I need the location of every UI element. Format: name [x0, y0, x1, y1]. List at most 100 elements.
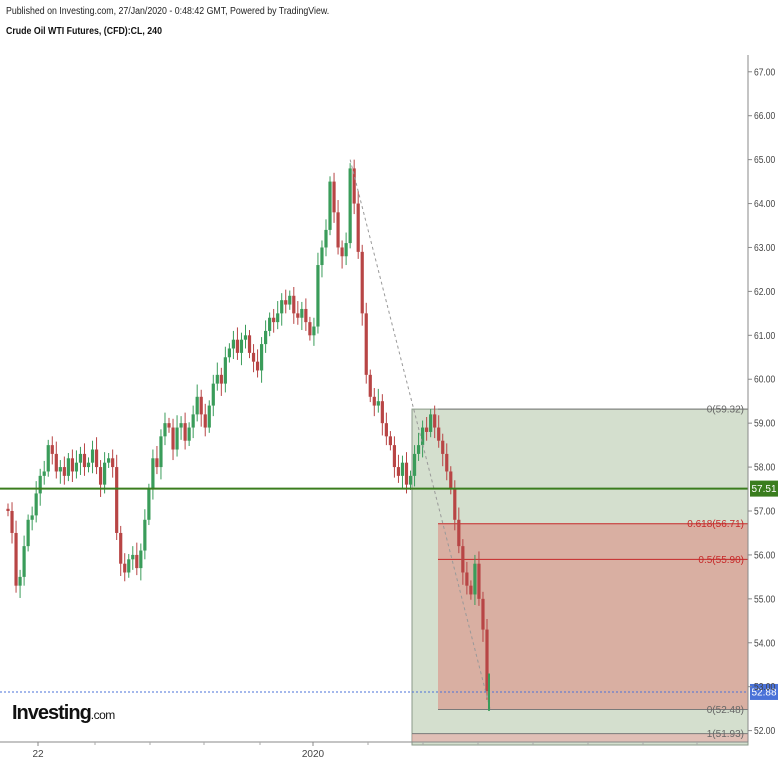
candle-body: [131, 554, 135, 560]
candle-body: [159, 436, 163, 468]
candle-body: [368, 374, 372, 397]
candle-body: [469, 585, 473, 595]
candle-body: [453, 489, 457, 520]
candle-body: [243, 335, 248, 340]
candle-body: [239, 339, 244, 353]
price-tick-label: 64.00: [754, 198, 775, 209]
candle-body: [280, 300, 284, 314]
candle-body: [171, 427, 175, 450]
candle-body: [42, 471, 46, 476]
candle-body: [420, 427, 425, 446]
candle-body: [50, 445, 54, 454]
candle-body: [215, 374, 219, 384]
candle-body: [139, 550, 143, 569]
candle-body: [396, 467, 401, 476]
candle-body: [195, 396, 199, 415]
candle-body: [372, 396, 376, 406]
candle-body: [103, 462, 107, 485]
candle-body: [38, 475, 42, 494]
candle-body: [296, 313, 300, 318]
candle-body: [143, 519, 147, 551]
candle-body: [272, 317, 276, 323]
candle-body: [360, 251, 364, 314]
time-tick-label: 2020: [302, 749, 325, 760]
candle-body: [219, 374, 223, 384]
candle-body: [123, 563, 127, 573]
candle-body: [449, 471, 453, 490]
candle-body: [441, 440, 445, 454]
candle-body: [6, 508, 10, 511]
price-tick-label: 59.00: [754, 418, 775, 429]
candle-body: [82, 453, 87, 468]
support-price-tag: [750, 480, 778, 497]
candle-body: [255, 361, 260, 371]
candle-body: [352, 168, 356, 204]
price-tick-label: 67.00: [754, 67, 775, 78]
candle-body: [86, 462, 91, 468]
candle-body: [408, 475, 413, 485]
candle-body: [163, 423, 167, 437]
candle-body: [412, 453, 417, 476]
candle-body: [384, 423, 388, 437]
candle-body: [203, 414, 207, 428]
candle-body: [425, 427, 429, 432]
symbol-title: Crude Oil WTI Futures, (CFD):CL, 240: [6, 26, 162, 37]
candle-body: [268, 317, 272, 331]
candle-body: [457, 519, 461, 547]
price-tick-label: 58.00: [754, 462, 775, 473]
candle-body: [477, 563, 481, 599]
price-tick-label: 55.00: [754, 594, 775, 605]
fib-level-label: 0.5(55.90): [698, 555, 744, 566]
candle-body: [211, 383, 215, 406]
candle-body: [312, 326, 316, 336]
candle-body: [473, 563, 477, 595]
candle-body: [348, 168, 352, 244]
price-tick-label: 56.00: [754, 550, 775, 561]
candle-body: [485, 629, 489, 692]
candle-body: [98, 467, 103, 485]
candle-body: [388, 436, 392, 446]
candle-body: [107, 458, 111, 463]
price-tick-label: 61.00: [754, 330, 775, 341]
investing-logo: Investing.com: [12, 702, 115, 724]
candle-body: [183, 423, 187, 441]
candle-body: [18, 576, 22, 586]
price-tick-label: 62.00: [754, 286, 775, 297]
candle-body: [187, 427, 191, 441]
price-tick-label: 66.00: [754, 111, 775, 122]
candle-body: [336, 212, 340, 248]
candle-body: [404, 462, 409, 485]
candle-body: [191, 414, 195, 428]
candle-body: [199, 396, 203, 415]
candle-body: [151, 458, 155, 490]
candle-body: [115, 467, 119, 533]
candle-body: [223, 357, 227, 384]
candle-body: [227, 348, 231, 358]
candle-body: [251, 352, 256, 362]
candle-body: [429, 414, 433, 432]
candle-body: [175, 427, 179, 450]
candle-body: [304, 308, 308, 323]
candle-body: [62, 467, 66, 476]
candle-body: [308, 322, 312, 336]
candle-body: [364, 313, 368, 375]
candle-body: [22, 546, 26, 577]
candle-body: [235, 339, 240, 353]
price-tick-label: 63.00: [754, 242, 775, 253]
candle-body: [70, 458, 75, 472]
candle-body: [344, 243, 348, 257]
fib-level-label: 0.618(56.71): [687, 519, 744, 530]
fib-level-label: 0(52.48): [707, 705, 744, 716]
time-tick-label: 22: [32, 749, 44, 760]
candle-body: [14, 532, 18, 586]
candle-body: [356, 203, 360, 252]
candle-body: [276, 313, 280, 323]
candle-body: [481, 598, 485, 630]
candle-body: [94, 449, 99, 468]
candle-body: [328, 181, 332, 230]
candle-body: [111, 458, 115, 468]
price-tick-label: 60.00: [754, 374, 775, 385]
price-tick-label: 52.00: [754, 725, 775, 736]
chart-header: Published on Investing.com, 27/Jan/2020 …: [6, 6, 373, 37]
